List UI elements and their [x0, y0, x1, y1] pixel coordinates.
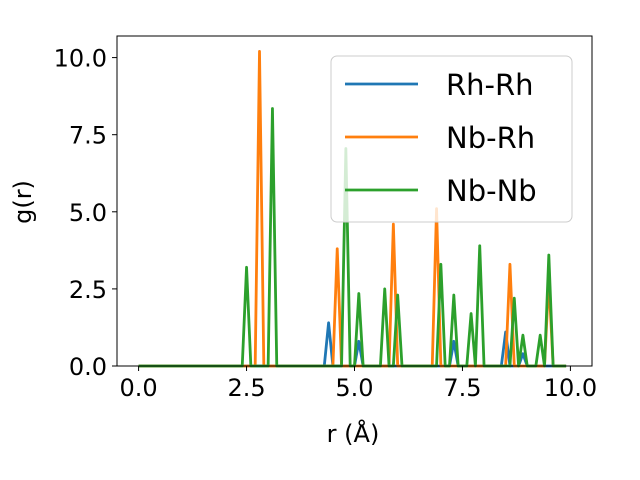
legend: Rh-Rh Nb-Rh Nb-Nb — [330, 55, 573, 223]
x-tick-label: 5.0 — [335, 374, 373, 402]
legend-label-nb-nb: Nb-Nb — [446, 174, 537, 208]
x-axis-ticks: 0.0 2.5 5.0 7.5 10.0 — [120, 366, 597, 402]
y-tick-label: 0.0 — [69, 353, 107, 381]
plot-area — [116, 35, 593, 368]
y-tick-label: 2.5 — [69, 276, 107, 304]
y-axis-ticks: 0.0 2.5 5.0 7.5 10.0 — [54, 45, 117, 381]
x-tick-label: 2.5 — [227, 374, 265, 402]
legend-label-rh-rh: Rh-Rh — [446, 68, 534, 102]
x-tick-label: 10.0 — [544, 374, 597, 402]
y-tick-label: 7.5 — [69, 122, 107, 150]
x-tick-label: 7.5 — [443, 374, 481, 402]
legend-box — [330, 55, 573, 223]
x-axis-label: r (Å) — [327, 419, 380, 448]
y-tick-label: 5.0 — [69, 199, 107, 227]
y-tick-label: 10.0 — [54, 45, 107, 73]
y-axis-label: g(r) — [9, 180, 37, 224]
x-tick-label: 0.0 — [120, 374, 158, 402]
legend-label-nb-rh: Nb-Rh — [446, 121, 535, 155]
